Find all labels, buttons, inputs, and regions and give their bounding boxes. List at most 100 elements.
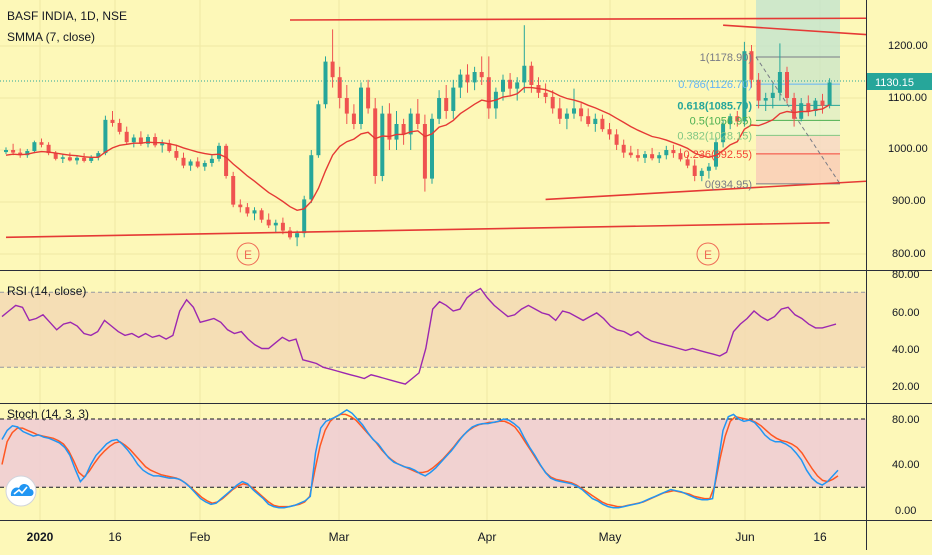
rsi-label[interactable]: RSI (14, close) (7, 284, 86, 298)
candle (607, 122, 612, 140)
candle (628, 145, 633, 158)
candle (110, 111, 115, 127)
candle (749, 44, 754, 88)
candle (67, 152, 72, 162)
candle (777, 43, 782, 101)
candle (763, 92, 768, 111)
candle (586, 108, 591, 127)
candle (280, 217, 285, 235)
candle (721, 119, 726, 148)
tradingview-cloud-icon[interactable] (5, 475, 37, 507)
candle (344, 85, 349, 124)
rsi-tick: 80.00 (892, 269, 920, 281)
rsi-axis[interactable]: 80.00 60.00 40.00 20.00 (892, 269, 920, 393)
stoch-pane[interactable] (0, 409, 866, 509)
fib-level-label: 0.618(1085.70) (677, 100, 752, 112)
candle (479, 56, 484, 85)
candle (309, 150, 314, 204)
rsi-line (1, 287, 837, 385)
candle (359, 82, 363, 130)
price-tick: 800.00 (892, 248, 926, 260)
candle (699, 168, 704, 182)
last-price-tag: 1130.15 (867, 73, 932, 90)
earnings-marker[interactable]: E (696, 242, 720, 266)
candle (153, 133, 158, 148)
earnings-marker[interactable]: E (236, 242, 260, 266)
rsi-tick: 40.00 (892, 344, 920, 356)
candle (89, 155, 94, 163)
stoch-k-line (1, 409, 839, 509)
candle (522, 25, 527, 93)
time-tick: Mar (329, 530, 350, 544)
candle (770, 83, 775, 109)
candle (564, 108, 569, 130)
fib-level-label: 0.236(992.55) (684, 149, 753, 161)
candle (444, 85, 449, 119)
trendline[interactable] (723, 24, 932, 53)
fib-level-label: 1(1178.90) (700, 52, 752, 64)
candle (25, 148, 30, 158)
candle (735, 111, 740, 127)
candle (131, 134, 136, 148)
price-axis[interactable]: 1200.00 1100.00 1000.00 900.00 800.00 (888, 40, 928, 260)
candle (593, 113, 598, 132)
symbol-title[interactable]: BASF INDIA, 1D, NSE (7, 9, 127, 23)
candle (167, 139, 172, 153)
candle (728, 113, 733, 130)
candle (671, 144, 676, 158)
rsi-pane[interactable] (0, 287, 866, 385)
candle (18, 148, 23, 158)
candle (75, 155, 79, 165)
candle (4, 147, 8, 155)
time-tick: May (599, 530, 622, 544)
smma-label[interactable]: SMMA (7, close) (7, 30, 95, 44)
candle (813, 98, 818, 117)
trendlines[interactable] (5, 17, 932, 239)
candle (572, 88, 576, 119)
candle (650, 147, 655, 161)
candle (422, 114, 427, 192)
candle (827, 78, 832, 109)
candle (46, 142, 51, 156)
price-pane[interactable]: 1(1178.90) 0.786(1126.70) 0.618(1085.70) 0.… (4, 0, 932, 247)
trendline[interactable] (545, 166, 932, 201)
earnings-markers[interactable]: E E (236, 242, 720, 266)
candle (437, 90, 442, 124)
stoch-tick: 80.00 (892, 414, 920, 426)
smma-line (5, 86, 830, 212)
candle (146, 134, 150, 148)
candle (117, 118, 122, 135)
candle (635, 148, 640, 162)
candle (330, 29, 335, 88)
candle (288, 226, 292, 240)
stoch-label[interactable]: Stoch (14, 3, 3) (7, 407, 89, 421)
candle (515, 77, 520, 101)
trendline[interactable] (289, 17, 932, 21)
price-tick: 900.00 (892, 195, 926, 207)
candle (501, 74, 505, 101)
time-tick: Jun (735, 530, 754, 544)
earnings-marker-label: E (704, 248, 712, 262)
price-tick: 1000.00 (888, 143, 928, 155)
candle (785, 66, 789, 104)
candle (685, 155, 690, 169)
candle (657, 152, 662, 163)
candle (706, 163, 711, 179)
time-axis[interactable]: 2020 16 Feb Mar Apr May Jun 16 (27, 530, 827, 544)
fib-level-label: 0(934.95) (705, 179, 752, 191)
candle (373, 98, 378, 184)
candle (614, 129, 619, 150)
candle (380, 105, 385, 182)
candle (451, 79, 456, 119)
stoch-axis[interactable]: 80.00 40.00 0.00 (892, 414, 920, 517)
candle (366, 79, 371, 114)
last-price-value: 1130.15 (875, 77, 914, 89)
candle (337, 66, 342, 109)
candle (458, 69, 463, 98)
candle (224, 143, 229, 179)
trendline[interactable] (5, 222, 830, 239)
candle (160, 139, 165, 153)
fib-level-label: 0.382(1028.15) (677, 130, 752, 142)
fib-zone (756, 153, 840, 184)
